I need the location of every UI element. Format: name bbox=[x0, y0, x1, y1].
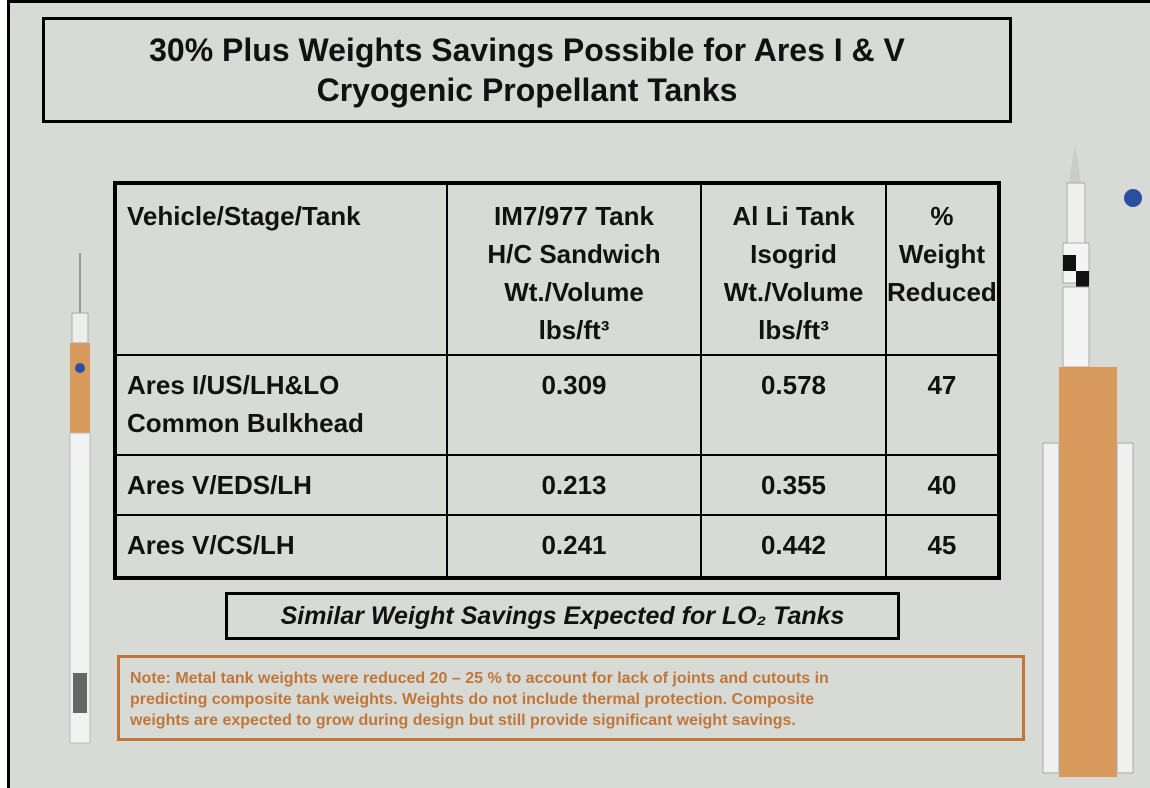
header-cell: Al Li Tank Isogrid Wt./Volume lbs/ft³ bbox=[700, 182, 887, 356]
table-cell: 0.241 bbox=[446, 514, 702, 579]
table-cell: 40 bbox=[885, 454, 1000, 516]
cell-text: 0.578 bbox=[760, 370, 827, 400]
cell-text: 45 bbox=[927, 530, 957, 560]
cell-line: Weight bbox=[898, 239, 985, 269]
cell-line: H/C Sandwich bbox=[487, 239, 661, 269]
cell-line: Common Bulkhead bbox=[127, 408, 364, 438]
cell-line: Ares I/US/LH&LO bbox=[127, 370, 340, 400]
cell-line: IM7/977 Tank bbox=[494, 201, 654, 231]
cell-text: 0.213 bbox=[541, 470, 607, 500]
title-line: Cryogenic Propellant Tanks bbox=[316, 72, 738, 108]
table-cell: 0.578 bbox=[700, 354, 887, 456]
cell-line: Reduced bbox=[887, 277, 997, 307]
header-cell: % Weight Reduced bbox=[885, 182, 1000, 356]
cell-text: 0.355 bbox=[760, 470, 827, 500]
table-cell: 47 bbox=[885, 354, 1000, 456]
header-cell: Vehicle/Stage/Tank bbox=[114, 182, 448, 356]
table-cell: 45 bbox=[885, 514, 1000, 579]
title-line: 30% Plus Weights Savings Possible for Ar… bbox=[149, 32, 905, 68]
note-line: weights are expected to grow during desi… bbox=[130, 712, 796, 729]
table-cell: Ares I/US/LH&LO Common Bulkhead bbox=[114, 354, 448, 456]
header-row: Vehicle/Stage/Tank IM7/977 Tank H/C Sandwi… bbox=[114, 182, 1000, 356]
cell-line: Ares V/CS/LH bbox=[127, 530, 295, 560]
note-line: predicting composite tank weights. Weigh… bbox=[130, 691, 815, 708]
table-cell: Ares V/EDS/LH bbox=[114, 454, 448, 516]
cell-line: lbs/ft³ bbox=[758, 315, 829, 345]
cell-line: Wt./Volume bbox=[723, 277, 864, 307]
cell-text: 40 bbox=[927, 470, 957, 500]
cell-text: 47 bbox=[927, 370, 957, 400]
callout: Similar Weight Savings Expected for LO₂ … bbox=[225, 592, 900, 640]
slide: 30% Plus Weights Savings Possible for Ar… bbox=[7, 0, 1150, 788]
table-cell: 0.213 bbox=[446, 454, 702, 516]
right-rocket bbox=[1042, 143, 1142, 777]
table-cell: Ares V/CS/LH bbox=[114, 514, 448, 579]
cell-line: Isogrid bbox=[750, 239, 837, 269]
cell-line: lbs/ft³ bbox=[538, 315, 610, 345]
cell-line: Wt./Volume bbox=[504, 277, 644, 307]
header-cell: IM7/977 Tank H/C Sandwich Wt./Volume lbs/ft… bbox=[446, 182, 702, 356]
cell-line: % bbox=[930, 201, 954, 231]
note: Note: Metal tank weights were reduced 20… bbox=[117, 655, 1025, 741]
cell-line: Vehicle/Stage/Tank bbox=[127, 201, 361, 231]
left-rocket bbox=[69, 253, 91, 744]
table-cell: 0.309 bbox=[446, 354, 702, 456]
table-row: Ares V/CS/LH 0.241 0.442 45 bbox=[114, 514, 1000, 579]
cell-line: Al Li Tank bbox=[732, 201, 855, 231]
table-cell: 0.355 bbox=[700, 454, 887, 516]
note-line: Note: Metal tank weights were reduced 20… bbox=[130, 670, 829, 687]
cell-text: 0.442 bbox=[760, 530, 827, 560]
table-row: Ares I/US/LH&LO Common Bulkhead 0.309 0.578… bbox=[114, 354, 1000, 456]
table-cell: 0.442 bbox=[700, 514, 887, 579]
title-box: 30% Plus Weights Savings Possible for Ar… bbox=[42, 17, 1012, 123]
cell-text: 0.309 bbox=[541, 370, 607, 400]
cell-line: Ares V/EDS/LH bbox=[127, 470, 312, 500]
table-row: Ares V/EDS/LH 0.213 0.355 40 bbox=[114, 454, 1000, 516]
cell-text: 0.241 bbox=[541, 530, 607, 560]
data-table: Vehicle/Stage/Tank IM7/977 Tank H/C Sandwi… bbox=[113, 181, 1001, 580]
